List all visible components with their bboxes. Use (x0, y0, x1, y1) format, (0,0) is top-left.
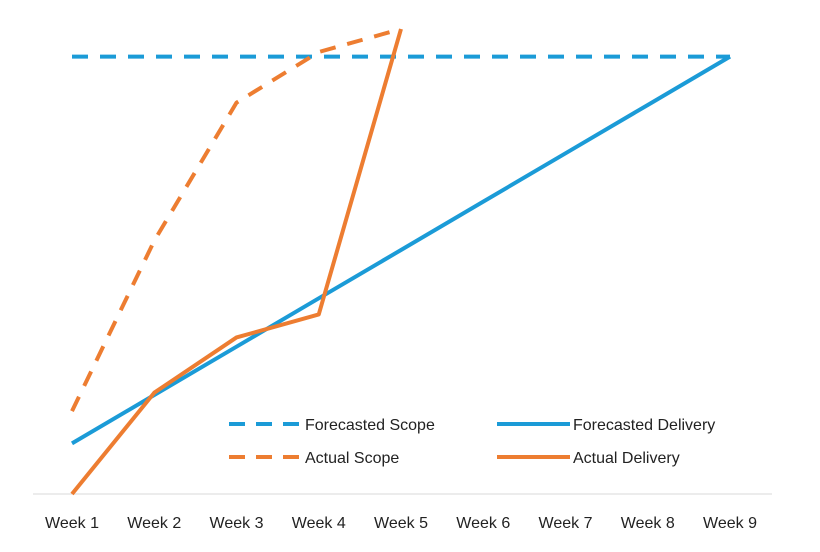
x-tick-label: Week 7 (539, 515, 593, 532)
x-tick-label: Week 3 (210, 515, 264, 532)
legend-label-actual-delivery: Actual Delivery (573, 450, 680, 467)
x-tick-label: Week 9 (703, 515, 757, 532)
x-tick-label: Week 4 (292, 515, 346, 532)
x-tick-label: Week 5 (374, 515, 428, 532)
x-tick-label: Week 6 (456, 515, 510, 532)
series-line-forecasted-delivery (70, 54, 732, 446)
legend-label-forecasted-scope: Forecasted Scope (305, 417, 435, 434)
x-tick-label: Week 2 (127, 515, 181, 532)
series-line-actual-scope (70, 27, 402, 412)
x-tick-label: Week 8 (621, 515, 675, 532)
legend-label-actual-scope: Actual Scope (305, 450, 399, 467)
series-layer (70, 27, 732, 496)
legend: Forecasted Scope Forecasted Delivery Actua… (229, 417, 715, 467)
x-tick-labels: Week 1 Week 2 Week 3 Week 4 Week 5 Week 6 Week… (45, 515, 757, 532)
legend-label-forecasted-delivery: Forecasted Delivery (573, 417, 715, 434)
series-line-actual-delivery (70, 28, 403, 496)
x-tick-label: Week 1 (45, 515, 99, 532)
